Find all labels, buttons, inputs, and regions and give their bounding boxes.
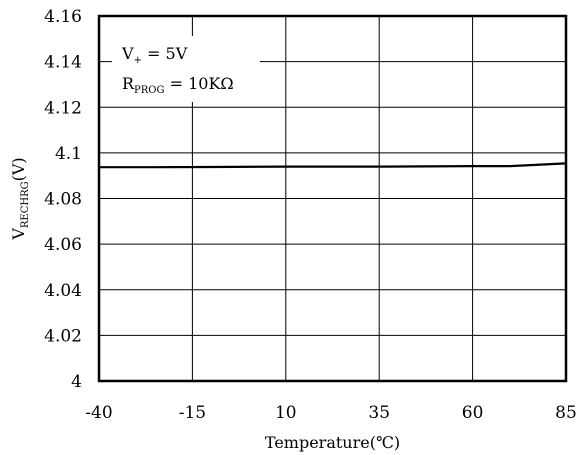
y-axis-label: VRECHRG(V)	[9, 157, 31, 240]
y-tick-label: 4.06	[44, 235, 82, 255]
annotation-sub: PROG	[134, 85, 164, 96]
annotation-background	[112, 36, 260, 102]
y-tick-label: 4.08	[44, 190, 82, 210]
annotation-supply-voltage: V+ = 5V	[121, 44, 188, 66]
y-axis-label-sub: RECHRG	[20, 181, 31, 228]
x-tick-label: -40	[85, 403, 112, 423]
x-tick-label: 35	[368, 403, 390, 423]
y-tick-label: 4.12	[44, 98, 82, 118]
y-tick-label: 4.14	[44, 53, 82, 73]
y-tick-label: 4	[71, 372, 82, 392]
y-axis-label-main: V	[9, 228, 28, 241]
y-tick-labels: 4 4.02 4.04 4.06 4.08 4.1 4.12 4.14 4.16	[44, 7, 82, 392]
x-tick-label: 60	[462, 403, 484, 423]
series-group	[99, 162, 567, 169]
x-tick-label: -15	[179, 403, 206, 423]
x-tick-label: 10	[275, 403, 297, 423]
y-axis-label-unit: (V)	[9, 157, 28, 181]
annotation-rest: = 5V	[142, 44, 188, 63]
y-tick-label: 4.02	[44, 326, 82, 346]
y-tick-label: 4.1	[55, 144, 82, 164]
x-axis-label: Temperature(℃)	[265, 433, 400, 452]
plot-frame	[97, 14, 568, 383]
annotation-box: V+ = 5V RPROG = 10KΩ	[112, 36, 260, 102]
annotation-main: V	[121, 44, 134, 63]
annotation-main: R	[122, 74, 135, 93]
annotation-sub: +	[134, 55, 142, 66]
y-tick-label: 4.04	[44, 281, 82, 301]
x-tick-label: 85	[555, 403, 577, 423]
annotation-rprog: RPROG = 10KΩ	[122, 74, 234, 96]
x-tick-labels: -40 -15 10 35 60 85	[85, 403, 577, 423]
series-line	[99, 162, 567, 169]
annotation-rest: = 10KΩ	[165, 74, 234, 93]
y-tick-label: 4.16	[44, 7, 82, 27]
